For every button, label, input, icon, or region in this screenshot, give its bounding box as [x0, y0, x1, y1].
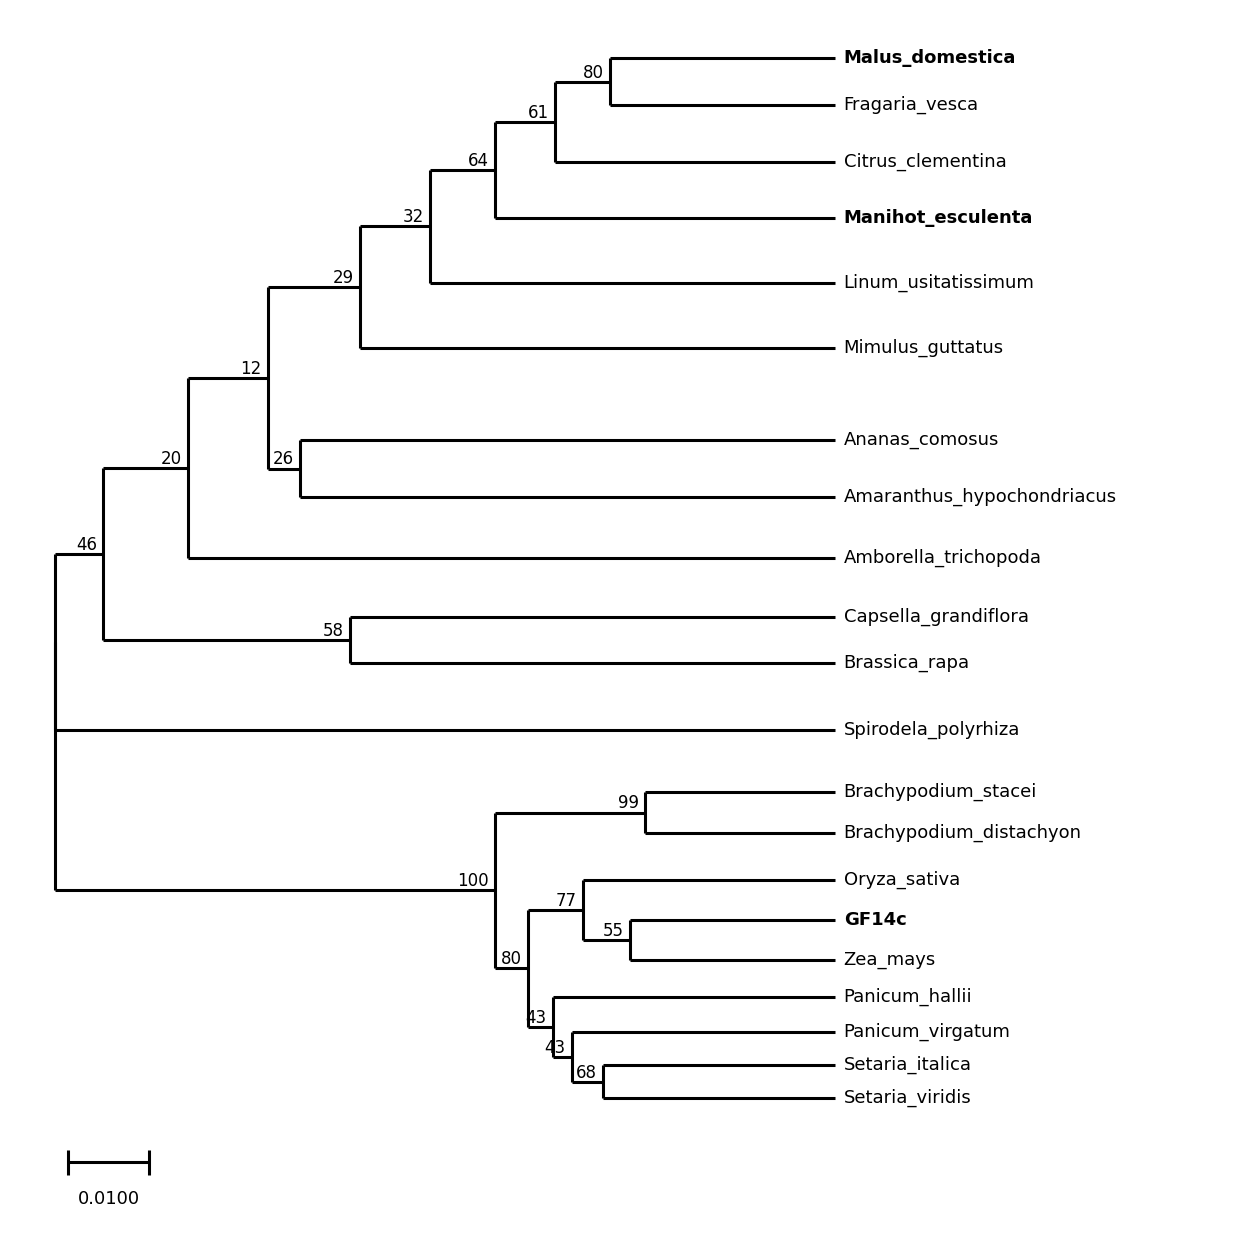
Text: 46: 46: [76, 536, 97, 554]
Text: Fragaria_vesca: Fragaria_vesca: [843, 96, 978, 114]
Text: Ananas_comosus: Ananas_comosus: [843, 431, 999, 449]
Text: 29: 29: [332, 270, 353, 287]
Text: Oryza_sativa: Oryza_sativa: [843, 871, 960, 889]
Text: 43: 43: [526, 1009, 547, 1027]
Text: 64: 64: [467, 152, 489, 170]
Text: GF14c: GF14c: [843, 911, 906, 929]
Text: Mimulus_guttatus: Mimulus_guttatus: [843, 339, 1004, 357]
Text: Panicum_virgatum: Panicum_virgatum: [843, 1023, 1011, 1042]
Text: 61: 61: [528, 103, 549, 122]
Text: Amaranthus_hypochondriacus: Amaranthus_hypochondriacus: [843, 487, 1117, 506]
Text: Setaria_viridis: Setaria_viridis: [843, 1089, 971, 1108]
Text: Linum_usitatissimum: Linum_usitatissimum: [843, 273, 1034, 292]
Text: 32: 32: [403, 209, 424, 226]
Text: 100: 100: [458, 873, 489, 890]
Text: 77: 77: [556, 892, 577, 910]
Text: 99: 99: [618, 794, 639, 813]
Text: 20: 20: [161, 450, 182, 467]
Text: Panicum_hallii: Panicum_hallii: [843, 988, 972, 1006]
Text: Brachypodium_stacei: Brachypodium_stacei: [843, 783, 1037, 802]
Text: Manihot_esculenta: Manihot_esculenta: [843, 209, 1033, 227]
Text: 43: 43: [544, 1039, 565, 1057]
Text: 58: 58: [322, 622, 343, 640]
Text: Brassica_rapa: Brassica_rapa: [843, 654, 970, 672]
Text: Citrus_clementina: Citrus_clementina: [843, 153, 1007, 172]
Text: Spirodela_polyrhiza: Spirodela_polyrhiza: [843, 721, 1021, 740]
Text: Setaria_italica: Setaria_italica: [843, 1055, 972, 1074]
Text: 55: 55: [603, 922, 624, 940]
Text: Capsella_grandiflora: Capsella_grandiflora: [843, 608, 1029, 626]
Text: Zea_mays: Zea_mays: [843, 951, 936, 970]
Text: Brachypodium_distachyon: Brachypodium_distachyon: [843, 824, 1081, 843]
Text: 12: 12: [241, 360, 262, 378]
Text: 26: 26: [273, 450, 294, 469]
Text: Amborella_trichopoda: Amborella_trichopoda: [843, 549, 1042, 567]
Text: 0.0100: 0.0100: [77, 1190, 140, 1207]
Text: 68: 68: [575, 1064, 596, 1081]
Text: 80: 80: [501, 951, 522, 968]
Text: Malus_domestica: Malus_domestica: [843, 48, 1016, 67]
Text: 80: 80: [583, 63, 604, 82]
